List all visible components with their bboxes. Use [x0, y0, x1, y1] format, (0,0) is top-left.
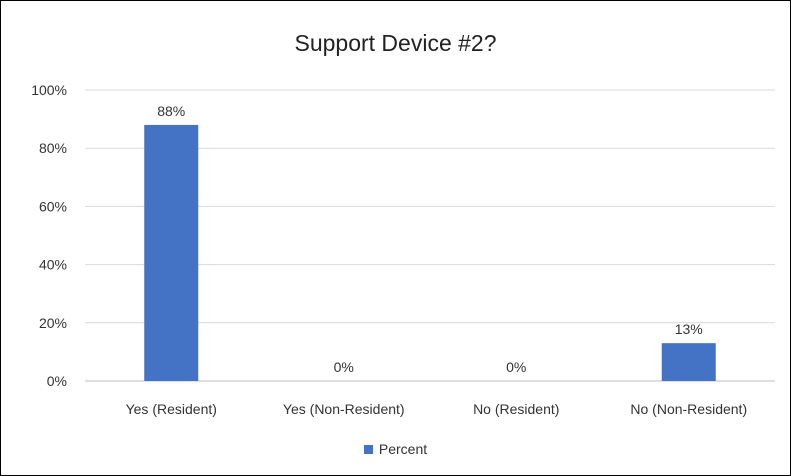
- y-tick-label: 100%: [31, 82, 67, 98]
- chart-title: Support Device #2?: [294, 30, 497, 56]
- x-tick-label: No (Non-Resident): [630, 401, 747, 417]
- data-label: 88%: [157, 103, 185, 119]
- y-tick-label: 20%: [39, 315, 67, 331]
- y-tick-label: 40%: [39, 257, 67, 273]
- data-label: 0%: [334, 359, 354, 375]
- y-axis-tick-labels: 0% 20% 40% 60% 80% 100%: [31, 82, 67, 389]
- x-tick-label: No (Resident): [473, 401, 559, 417]
- x-axis-tick-labels: Yes (Resident) Yes (Non-Resident) No (Resi…: [126, 401, 748, 417]
- y-tick-label: 0%: [47, 373, 67, 389]
- x-tick-label: Yes (Resident): [126, 401, 217, 417]
- y-tick-label: 80%: [39, 140, 67, 156]
- y-tick-label: 60%: [39, 198, 67, 214]
- bar: [144, 124, 199, 382]
- bar: [661, 343, 716, 381]
- legend-label-percent: Percent: [378, 441, 428, 457]
- data-label: 13%: [675, 321, 703, 337]
- data-label: 0%: [506, 359, 526, 375]
- data-labels: 88% 0% 0% 13%: [157, 103, 703, 375]
- legend-swatch-percent: [363, 444, 373, 454]
- gridlines: [85, 89, 775, 382]
- bars: [144, 124, 716, 382]
- x-tick-label: Yes (Non-Resident): [283, 401, 405, 417]
- legend: Percent: [0, 441, 791, 457]
